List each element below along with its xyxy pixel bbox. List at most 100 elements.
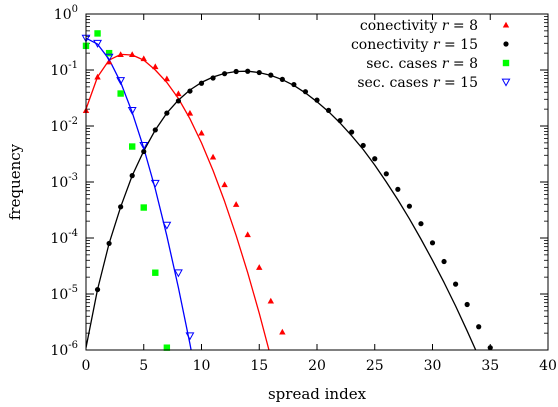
x-tick-label: 20 (308, 358, 326, 374)
point-series-1 (464, 301, 470, 308)
data-points (81, 30, 493, 351)
point-series-1 (429, 240, 436, 246)
point-series-0 (267, 297, 274, 304)
point-series-3 (93, 39, 102, 48)
fit-line-series-0 (86, 53, 270, 350)
point-series-1 (222, 71, 228, 77)
point-series-1 (256, 69, 262, 76)
legend-marker-series-1 (503, 41, 509, 47)
point-series-1 (291, 81, 297, 88)
legend: conectivity r = 8 conectivity r = 15 sec. … (351, 18, 511, 91)
point-series-0 (94, 73, 101, 80)
y-tick-label: 100 (54, 4, 78, 23)
y-tick-label: 10-5 (50, 284, 78, 303)
point-series-1 (314, 97, 320, 103)
x-tick-label: 25 (366, 358, 384, 374)
x-tick-label: 0 (82, 358, 91, 374)
point-series-1 (487, 345, 493, 351)
x-tick-label: 5 (139, 358, 148, 374)
legend-marker-series-0 (502, 21, 510, 28)
legend-label-series-0: conectivity r = 8 (360, 18, 478, 34)
point-series-0 (221, 181, 228, 188)
point-series-0 (129, 51, 136, 57)
point-series-3 (162, 221, 172, 230)
x-axis-title: spread index (268, 385, 367, 403)
point-series-1 (337, 117, 343, 124)
point-series-2 (105, 49, 113, 57)
point-series-1 (187, 88, 193, 94)
point-series-3 (173, 269, 183, 278)
fit-line-series-3 (86, 37, 192, 350)
point-series-2 (140, 204, 147, 211)
point-series-1 (441, 258, 447, 265)
point-series-1 (406, 203, 412, 209)
tick-labels: 0 5 10 15 20 25 30 35 40 100 10-1 10-2 10-3 10-4 10-5 1… (50, 4, 556, 374)
point-series-3 (139, 142, 149, 151)
point-series-0 (175, 90, 182, 97)
point-series-1 (325, 107, 332, 113)
x-tick-label: 35 (481, 358, 499, 374)
legend-label-series-1: conectivity r = 15 (351, 37, 478, 53)
point-series-1 (360, 142, 366, 149)
point-series-1 (268, 72, 274, 78)
point-series-1 (106, 240, 112, 247)
point-series-0 (279, 328, 286, 335)
point-series-2 (129, 143, 136, 150)
point-series-0 (256, 264, 263, 270)
point-series-0 (198, 129, 205, 136)
point-series-1 (349, 129, 355, 135)
point-series-2 (117, 90, 124, 97)
legend-marker-series-2 (502, 59, 510, 67)
point-series-1 (233, 68, 239, 75)
point-series-2 (94, 30, 101, 37)
point-series-1 (418, 221, 424, 227)
legend-marker-series-3 (501, 78, 511, 87)
y-tick-label: 10-2 (50, 116, 78, 135)
point-series-1 (383, 171, 389, 177)
point-series-1 (164, 110, 170, 116)
point-series-1 (94, 286, 101, 293)
y-tick-label: 10-1 (50, 60, 78, 79)
x-tick-label: 40 (539, 358, 557, 374)
point-series-1 (453, 281, 459, 287)
point-series-0 (232, 201, 240, 207)
y-tick-label: 10-6 (50, 340, 78, 359)
point-series-0 (152, 63, 159, 70)
x-tick-label: 15 (250, 358, 268, 374)
point-series-0 (163, 75, 171, 82)
point-series-3 (104, 53, 114, 62)
point-series-1 (279, 76, 285, 82)
point-series-3 (116, 77, 126, 86)
y-tick-label: 10-3 (50, 172, 78, 191)
point-series-0 (140, 55, 147, 62)
x-tick-label: 30 (424, 358, 442, 374)
point-series-1 (118, 204, 124, 210)
plot-frame (85, 13, 549, 351)
y-axis-title: frequency (6, 143, 24, 220)
point-series-1 (302, 89, 309, 95)
point-series-1 (141, 148, 147, 155)
axis-ticks (85, 13, 549, 351)
point-series-1 (175, 98, 181, 104)
point-series-1 (476, 324, 482, 330)
point-series-3 (150, 179, 160, 188)
point-series-0 (186, 109, 194, 116)
point-series-0 (117, 51, 124, 57)
fit-curves (86, 37, 477, 350)
point-series-1 (152, 127, 158, 133)
point-series-1 (210, 75, 216, 81)
point-series-1 (198, 80, 205, 86)
point-series-1 (372, 156, 378, 162)
point-series-2 (152, 269, 159, 276)
point-series-2 (163, 344, 171, 351)
legend-label-series-2: sec. cases r = 8 (366, 56, 478, 72)
point-series-0 (209, 153, 217, 160)
point-series-0 (244, 231, 251, 238)
point-series-3 (185, 332, 195, 341)
fit-line-series-1 (86, 70, 477, 350)
y-tick-label: 10-4 (50, 228, 78, 247)
x-tick-label: 10 (193, 358, 211, 374)
legend-label-series-3: sec. cases r = 15 (357, 75, 478, 91)
